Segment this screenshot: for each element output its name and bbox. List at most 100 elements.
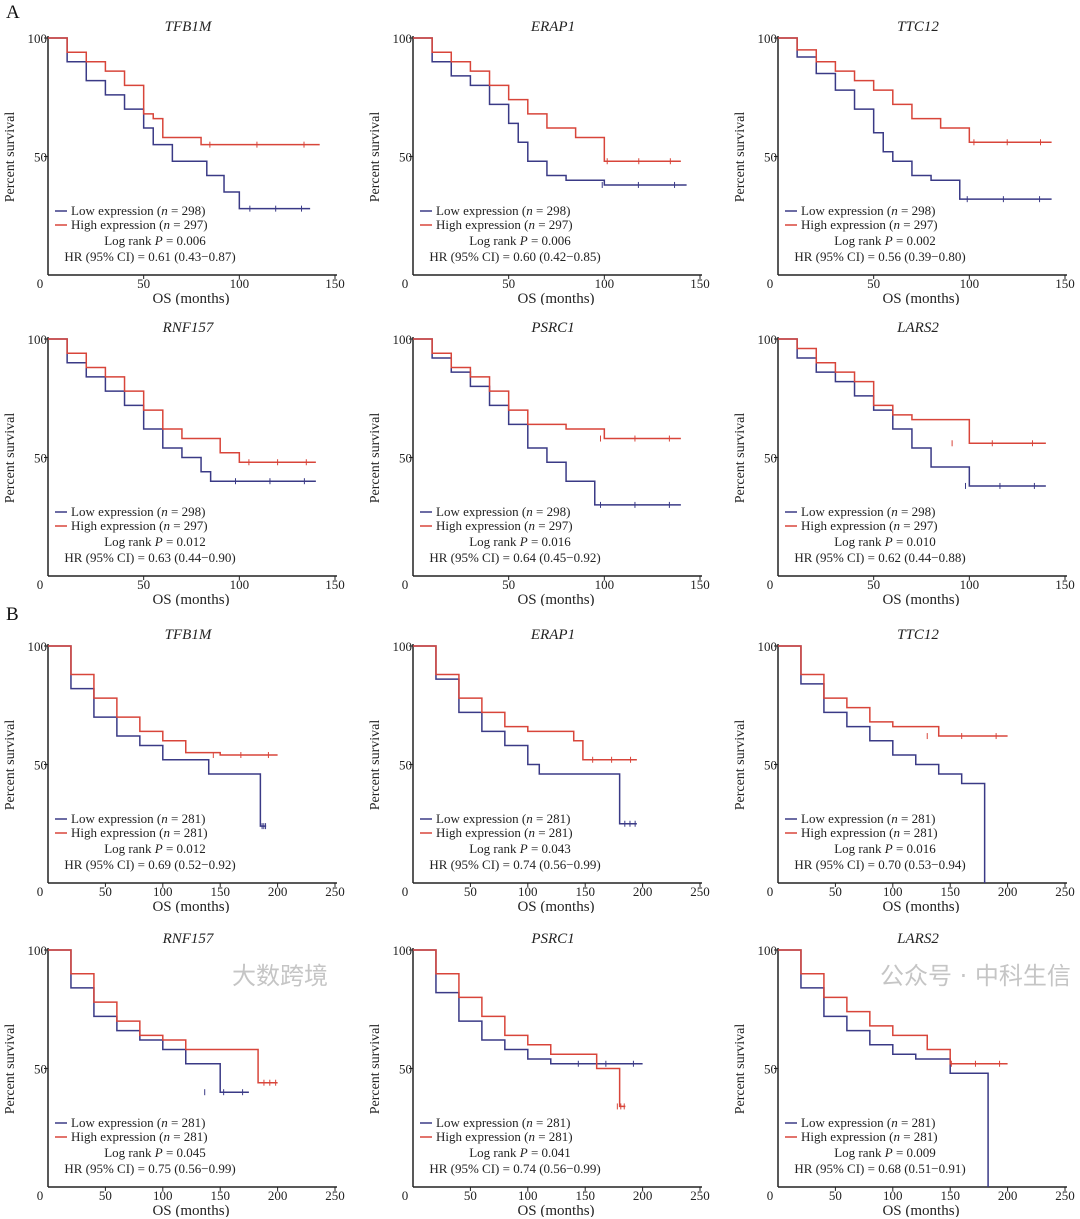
- x-axis-label: OS (months): [882, 592, 959, 606]
- legend-low: Low expression (n = 298): [436, 203, 570, 218]
- x-tick-label: 50: [464, 1188, 477, 1203]
- x-tick-label: 150: [325, 577, 345, 592]
- y-tick-label: 50: [399, 451, 412, 466]
- hazard-ratio: HR (95% CI) = 0.68 (0.51−0.91): [794, 1161, 965, 1176]
- x-tick-label: 150: [690, 577, 710, 592]
- km-panel-a-lars2: LARS2 Percent survival OS (months) 50 100 0 50…: [730, 301, 1080, 608]
- survival-curve-low: [413, 37, 687, 186]
- km-chart: TTC12 Percent survival OS (months) 50 100 0 50…: [733, 627, 1075, 915]
- x-tick-label: 200: [268, 884, 288, 899]
- y-tick-label: 0: [402, 577, 409, 592]
- survival-curve-high: [48, 37, 320, 146]
- y-tick-label: 0: [37, 1188, 44, 1203]
- legend-high: High expression (n = 297): [71, 217, 208, 232]
- survival-curve-high: [48, 645, 278, 756]
- x-tick-label: 50: [502, 577, 515, 592]
- legend-high: High expression (n = 281): [801, 825, 938, 840]
- x-tick-label: 200: [633, 884, 653, 899]
- x-axis-label: OS (months): [882, 1203, 959, 1217]
- x-tick-label: 50: [99, 1188, 112, 1203]
- y-tick-label: 50: [764, 150, 777, 165]
- x-tick-label: 50: [867, 577, 880, 592]
- y-tick-label: 0: [37, 577, 44, 592]
- x-tick-label: 200: [998, 884, 1018, 899]
- y-axis-label: Percent survival: [368, 112, 383, 203]
- legend-low: Low expression (n = 281): [801, 1115, 935, 1130]
- y-tick-label: 100: [393, 943, 413, 958]
- x-tick-label: 100: [883, 884, 903, 899]
- legend-high: High expression (n = 281): [71, 1129, 208, 1144]
- x-axis-label: OS (months): [517, 592, 594, 606]
- x-tick-label: 150: [940, 884, 960, 899]
- legend-high: High expression (n = 297): [436, 217, 573, 232]
- section-label-a: A: [6, 2, 20, 23]
- km-panel-b-ttc12: TTC12 Percent survival OS (months) 50 100 0 50…: [730, 608, 1080, 915]
- logrank-p: Log rank P = 0.012: [104, 841, 206, 856]
- legend-low: Low expression (n = 298): [71, 504, 205, 519]
- km-chart: TFB1M Percent survival OS (months) 50 100 0 50…: [3, 627, 345, 915]
- x-tick-label: 50: [137, 276, 150, 291]
- legend-low: Low expression (n = 281): [71, 811, 205, 826]
- survival-curve-low: [48, 645, 267, 827]
- legend-high: High expression (n = 297): [801, 217, 938, 232]
- legend-low: Low expression (n = 281): [801, 811, 935, 826]
- y-axis-label: Percent survival: [3, 112, 18, 203]
- y-axis-label: Percent survival: [3, 1024, 18, 1115]
- x-tick-label: 250: [1055, 1188, 1075, 1203]
- chart-title: RNF157: [162, 320, 215, 336]
- y-tick-label: 0: [37, 276, 44, 291]
- hazard-ratio: HR (95% CI) = 0.63 (0.44−0.90): [64, 550, 235, 565]
- km-panel-b-tfb1m: TFB1M Percent survival OS (months) 50 100 0 50…: [0, 608, 360, 915]
- x-tick-label: 250: [690, 884, 710, 899]
- survival-curve-low: [778, 338, 1046, 487]
- chart-title: LARS2: [896, 320, 939, 336]
- x-tick-label: 250: [1055, 884, 1075, 899]
- y-tick-label: 50: [34, 1062, 47, 1077]
- x-tick-label: 50: [867, 276, 880, 291]
- x-tick-label: 50: [829, 1188, 842, 1203]
- x-tick-label: 250: [325, 884, 345, 899]
- legend-high: High expression (n = 297): [71, 518, 208, 533]
- chart-title: RNF157: [162, 931, 215, 947]
- survival-curve-high: [778, 949, 1008, 1065]
- logrank-p: Log rank P = 0.002: [834, 233, 936, 248]
- hazard-ratio: HR (95% CI) = 0.74 (0.56−0.99): [429, 857, 600, 872]
- x-axis-label: OS (months): [517, 1203, 594, 1217]
- km-panel-b-erap1: ERAP1 Percent survival OS (months) 50 100 0 50…: [365, 608, 725, 915]
- logrank-p: Log rank P = 0.012: [104, 534, 206, 549]
- legend-low: Low expression (n = 298): [71, 203, 205, 218]
- x-tick-label: 50: [99, 884, 112, 899]
- x-tick-label: 100: [518, 1188, 538, 1203]
- km-chart: ERAP1 Percent survival OS (months) 50 100 0 50…: [368, 627, 710, 915]
- y-tick-label: 0: [402, 276, 409, 291]
- x-tick-label: 100: [595, 577, 615, 592]
- section-label-b: B: [6, 604, 19, 625]
- x-tick-label: 100: [595, 276, 615, 291]
- x-tick-label: 50: [137, 577, 150, 592]
- logrank-p: Log rank P = 0.016: [469, 534, 571, 549]
- logrank-p: Log rank P = 0.016: [834, 841, 936, 856]
- hazard-ratio: HR (95% CI) = 0.69 (0.52−0.92): [64, 857, 235, 872]
- survival-curve-high: [413, 338, 681, 440]
- x-tick-label: 200: [633, 1188, 653, 1203]
- x-tick-label: 100: [960, 577, 980, 592]
- y-tick-label: 0: [767, 577, 774, 592]
- chart-title: TFB1M: [165, 19, 213, 35]
- y-axis-label: Percent survival: [368, 720, 383, 811]
- watermark-left: 大数跨境: [232, 962, 328, 990]
- logrank-p: Log rank P = 0.009: [834, 1145, 936, 1160]
- survival-curve-low: [48, 338, 316, 482]
- x-tick-label: 150: [325, 276, 345, 291]
- x-axis-label: OS (months): [882, 291, 959, 305]
- legend-low: Low expression (n = 281): [436, 811, 570, 826]
- x-tick-label: 200: [268, 1188, 288, 1203]
- x-tick-label: 250: [690, 1188, 710, 1203]
- y-tick-label: 50: [399, 758, 412, 773]
- survival-curve-high: [778, 338, 1046, 445]
